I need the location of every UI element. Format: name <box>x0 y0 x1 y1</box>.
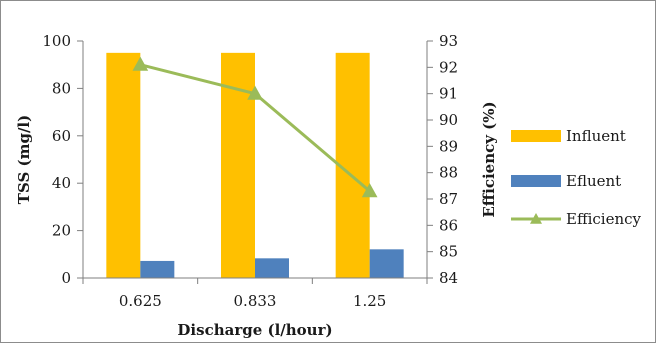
y2-tick-label: 88 <box>439 164 458 182</box>
efficiency-point-0.625 <box>132 56 149 71</box>
efficiency-point-1.25 <box>361 183 378 198</box>
x-tick-label: 1.25 <box>353 292 386 310</box>
x-tick-label: 0.833 <box>234 292 277 310</box>
y-tick-label: 100 <box>42 32 71 50</box>
legend-marker-efficiency <box>530 213 542 224</box>
bar-efluent-1.25 <box>369 249 404 278</box>
efficiency-point-0.833 <box>247 85 263 100</box>
legend-label-efluent: Efluent <box>566 172 621 190</box>
efficiency-line-layer <box>132 56 378 198</box>
y2-tick-label: 86 <box>439 216 458 234</box>
y2-tick-label: 85 <box>439 243 458 261</box>
y2-axis-title: Efficiency (%) <box>480 101 498 217</box>
y-tick-label: 60 <box>52 127 71 145</box>
bar-influent-0.625 <box>106 52 141 278</box>
y2-tick-label: 92 <box>439 58 458 76</box>
y-tick-label: 0 <box>61 269 71 287</box>
bar-efluent-0.833 <box>255 258 289 278</box>
y-axis-title: TSS (mg/l) <box>15 115 33 204</box>
y-tick-label: 20 <box>52 222 71 240</box>
axes-layer <box>77 40 433 284</box>
legend-swatch-efluent <box>511 175 561 187</box>
bar-efluent-0.625 <box>140 260 175 278</box>
legend-swatch-influent <box>511 130 561 142</box>
y2-tick-label: 89 <box>439 137 458 155</box>
y2-tick-label: 91 <box>439 85 458 103</box>
y-tick-label: 80 <box>52 79 71 97</box>
y2-tick-label: 87 <box>439 190 458 208</box>
legend-label-efficiency: Efficiency <box>566 210 642 228</box>
y2-tick-label: 90 <box>439 111 458 129</box>
y2-tick-label: 93 <box>439 32 458 50</box>
legend-label-influent: Influent <box>566 127 626 145</box>
legend: Influent Efluent Efficiency <box>511 127 642 228</box>
y-tick-label: 40 <box>52 174 71 192</box>
y2-tick-label: 84 <box>439 269 458 287</box>
x-axis-title: Discharge (l/hour) <box>177 321 332 339</box>
x-tick-label: 0.625 <box>119 292 162 310</box>
labels-layer: 0 20 40 60 80 100 84 85 86 87 88 89 90 91 92 93 0.625 0.8… <box>15 32 498 339</box>
